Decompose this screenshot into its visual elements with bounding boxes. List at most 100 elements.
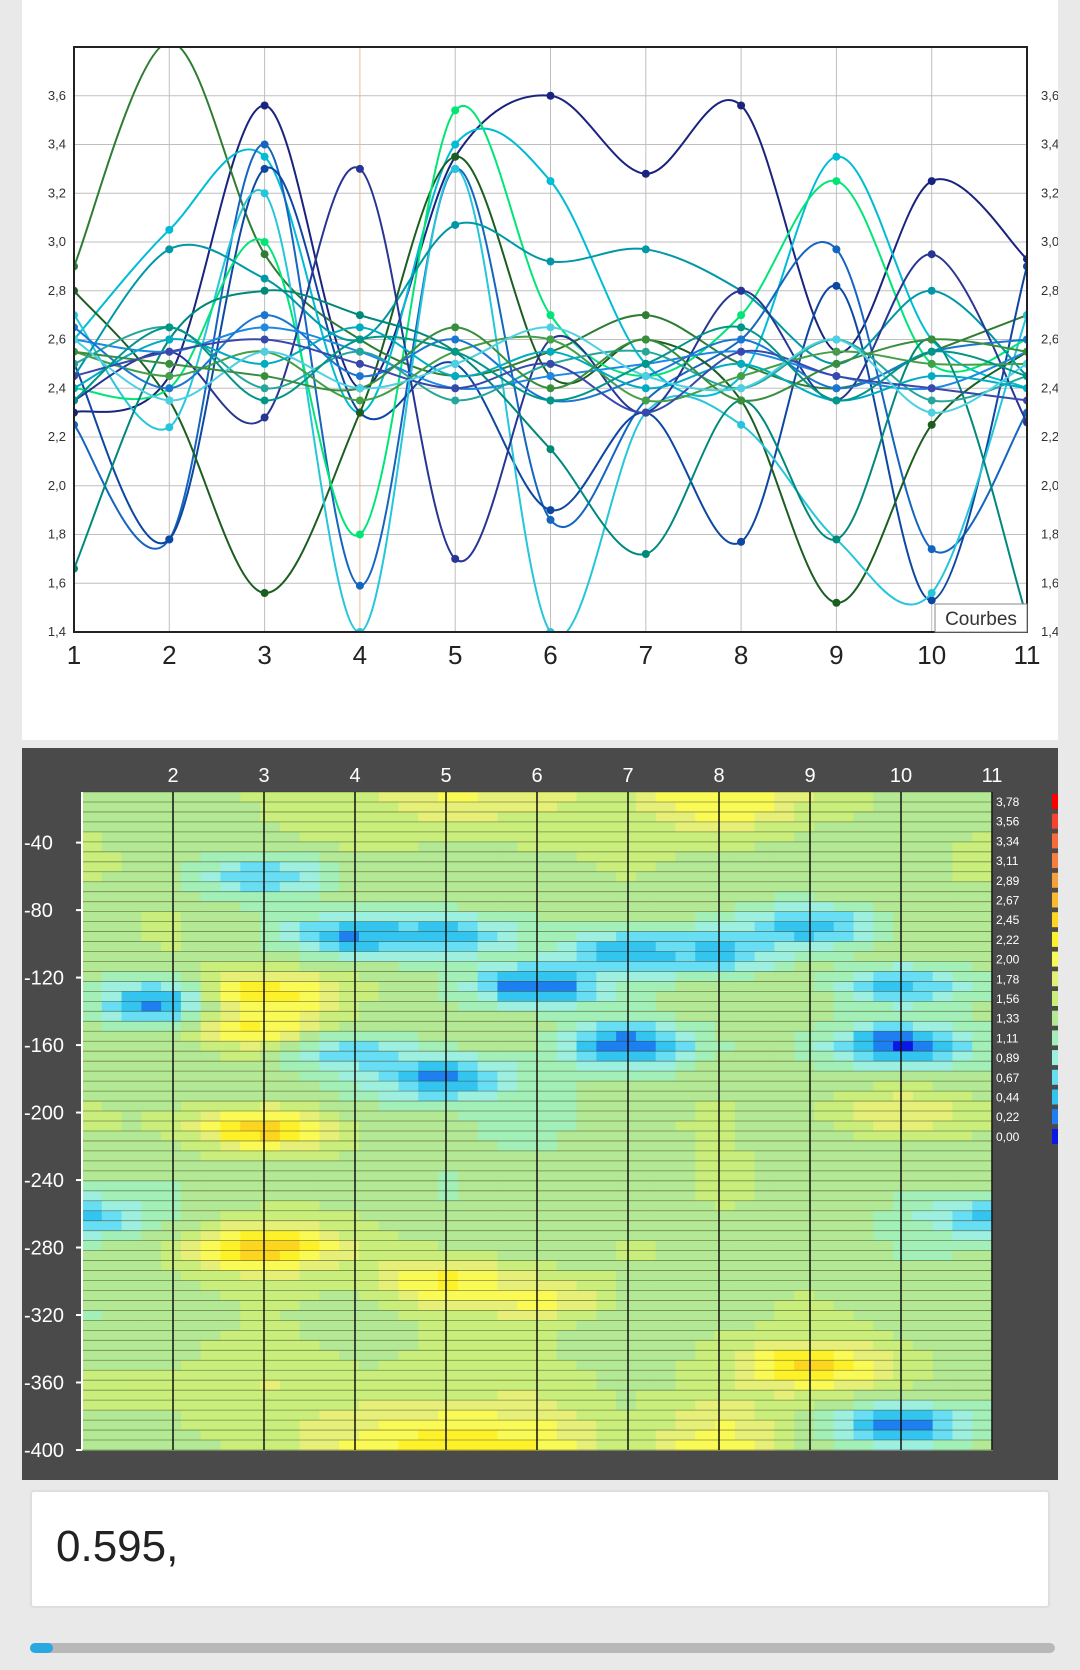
heatmap-cell <box>398 871 419 883</box>
heatmap-cell <box>794 1230 815 1242</box>
heatmap-cell <box>141 851 162 863</box>
colorbar-label: 0,00 <box>996 1130 1020 1144</box>
heatmap-cell <box>240 1011 261 1022</box>
data-point <box>927 408 936 417</box>
heatmap-cell <box>537 1440 558 1451</box>
heatmap-cell <box>596 1160 617 1172</box>
heatmap-cell <box>121 1031 142 1042</box>
heatmap-cell <box>497 861 518 873</box>
data-point <box>165 372 174 381</box>
heatmap-cell <box>200 821 222 833</box>
heatmap-cell <box>912 891 934 903</box>
progress-bar[interactable] <box>30 1643 1055 1653</box>
heatmap-cell <box>635 1230 657 1242</box>
data-point <box>927 359 936 368</box>
x-tick-label: 11 <box>1014 640 1041 670</box>
heatmap-cell <box>596 1290 617 1302</box>
heatmap-cell <box>299 1290 320 1302</box>
heatmap-cell <box>576 1041 597 1052</box>
heatmap-cell <box>813 1150 835 1162</box>
heatmap-cell <box>101 1130 123 1142</box>
heatmap-cell <box>101 1001 123 1012</box>
heatmap-cell <box>715 821 736 833</box>
heatmap-cell <box>813 1170 835 1182</box>
heatmap-cell <box>438 1430 459 1441</box>
heatmap-cell <box>240 792 261 803</box>
heatmap-cell <box>398 1170 419 1182</box>
heatmap-cell <box>675 1280 696 1292</box>
heatmap-cell <box>833 971 855 983</box>
heatmap-cell <box>655 1001 677 1012</box>
heatmap-cell <box>952 1230 973 1242</box>
heatmap-cell <box>497 1170 518 1182</box>
heatmap-cell <box>180 811 202 823</box>
heatmap-cell <box>418 861 439 873</box>
heatmap-cell <box>794 961 815 973</box>
heatmap-cell <box>101 1400 123 1411</box>
heatmap-cell <box>240 1400 261 1411</box>
heatmap-cell <box>438 1061 459 1072</box>
heatmap-cell <box>260 1350 281 1361</box>
heatmap-cell <box>556 1280 578 1292</box>
heatmap-cell <box>161 1091 182 1102</box>
heatmap-cell <box>220 851 241 863</box>
heatmap-cell <box>655 871 677 883</box>
heatmap-cell <box>794 1121 815 1132</box>
heatmap-cell <box>101 951 123 963</box>
heatmap-cell <box>675 1200 696 1212</box>
heatmap-cell <box>161 1130 182 1142</box>
heatmap-cell <box>220 1051 241 1062</box>
heatmap-cell <box>200 1081 222 1092</box>
heatmap-cell <box>82 931 103 943</box>
heatmap-cell <box>734 1280 756 1292</box>
data-point <box>260 335 269 344</box>
heatmap-cell <box>537 881 558 893</box>
heatmap-cell <box>833 1250 855 1262</box>
colorbar-label: 2,22 <box>996 933 1020 947</box>
heatmap-cell <box>655 1310 677 1321</box>
heatmap-cell <box>200 1410 222 1421</box>
heatmap-cell <box>358 1160 380 1172</box>
heatmap-cell <box>319 1051 340 1062</box>
heatmap-cell <box>893 1410 914 1421</box>
heatmap-cell <box>438 981 459 992</box>
heatmap-cell <box>398 1360 419 1371</box>
heatmap-cell <box>378 911 400 923</box>
data-point <box>165 245 174 254</box>
heatmap-cell <box>932 1031 954 1042</box>
heatmap-cell <box>576 1150 597 1162</box>
heatmap-cell <box>477 1190 499 1202</box>
heatmap-cell <box>477 1001 499 1012</box>
heatmap-cell <box>121 1310 142 1321</box>
heatmap-cell <box>260 1140 281 1152</box>
heatmap-cell <box>853 1121 874 1132</box>
heatmap-cell <box>932 1370 954 1381</box>
heatmap-cell <box>952 1360 973 1371</box>
heatmap-cell <box>932 981 954 992</box>
heatmap-cell <box>932 941 954 953</box>
heatmap-cell <box>893 1360 914 1371</box>
heatmap-cell <box>101 1410 123 1421</box>
heatmap-cell <box>873 901 894 913</box>
data-point <box>832 598 841 607</box>
heatmap-cell <box>200 792 222 803</box>
heatmap-cell <box>873 1360 894 1371</box>
heatmap-cell <box>121 801 142 813</box>
heatmap-cell <box>299 1220 320 1232</box>
heatmap-cell <box>141 1091 162 1102</box>
heatmap-cell <box>537 1071 558 1082</box>
heatmap-cell <box>180 1270 202 1282</box>
heatmap-cell <box>774 1061 795 1072</box>
value-input-field[interactable]: 0.595, <box>30 1490 1050 1608</box>
heatmap-cell <box>537 1310 558 1321</box>
heatmap-cell <box>497 1400 518 1411</box>
heatmap-cell <box>82 991 103 1002</box>
heatmap-cell <box>378 801 400 813</box>
heatmap-cell <box>695 1130 716 1142</box>
heatmap-cell <box>82 951 103 963</box>
heatmap-cell <box>82 1280 103 1292</box>
heatmap-cell <box>101 1180 123 1192</box>
heatmap-cell <box>200 841 222 853</box>
y-tick-label-right: 1,4 <box>1041 624 1058 639</box>
heatmap-cell <box>794 991 815 1002</box>
